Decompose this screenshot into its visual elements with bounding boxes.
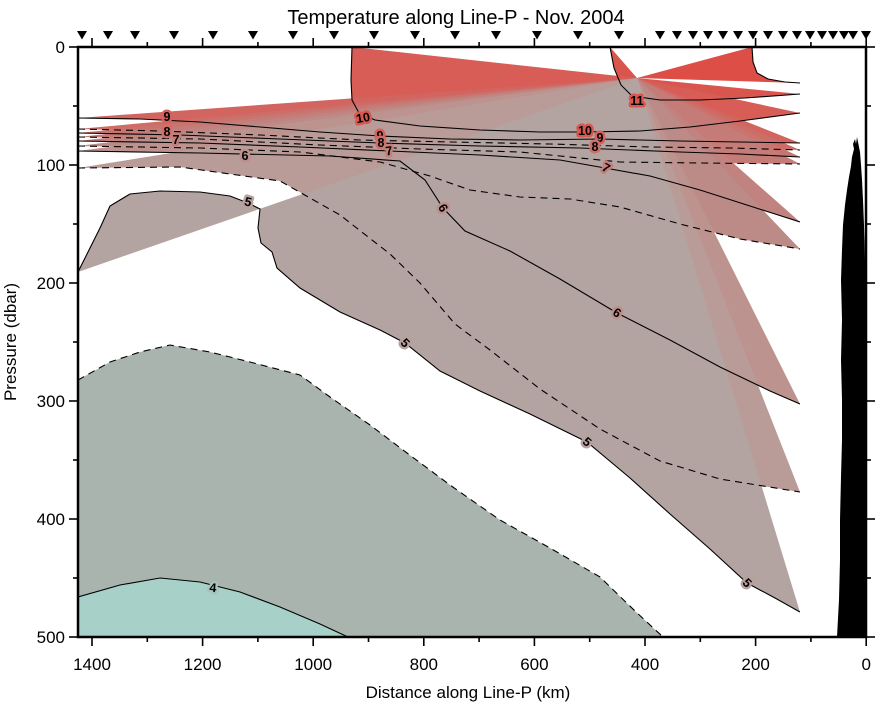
x-tick-label: 200	[741, 655, 769, 674]
contour-label-9: 9	[597, 131, 604, 145]
contour-line-11-solid	[609, 47, 800, 101]
y-tick-label: 0	[56, 38, 65, 57]
station-triangle-icon	[817, 31, 827, 40]
contour-label-6: 6	[242, 149, 249, 163]
contour-line-11.5-solid	[751, 47, 800, 84]
y-tick-label: 500	[37, 628, 65, 647]
contour-line-4-solid	[78, 577, 349, 637]
x-tick-label: 800	[410, 655, 438, 674]
contour-line-10-solid	[350, 47, 800, 133]
station-triangle-icon	[369, 31, 379, 40]
station-triangle-icon	[208, 31, 218, 40]
station-triangle-icon	[792, 31, 802, 40]
station-triangle-icon	[763, 31, 773, 40]
station-triangle-icon	[655, 31, 665, 40]
station-triangle-icon	[748, 31, 758, 40]
station-triangle-icon	[450, 31, 460, 40]
station-triangle-icon	[77, 31, 87, 40]
contour-label-8: 8	[378, 136, 385, 150]
x-tick-label: 1000	[294, 655, 332, 674]
bathymetry-polygon	[837, 137, 866, 637]
contour-label-11: 11	[630, 94, 643, 108]
station-triangle-icon	[288, 31, 298, 40]
axis-tick-labels: 1400 1200 1000 800 600 400 200 0 0 100 200 300 400 50…	[37, 38, 871, 674]
station-triangle-icon	[805, 31, 815, 40]
contour-label-9: 9	[164, 110, 171, 124]
contour-line-7-solid	[78, 140, 800, 223]
contour-line-4.5-dashed	[78, 344, 664, 637]
station-triangle-icon	[718, 31, 728, 40]
station-triangle-icon	[614, 31, 624, 40]
station-triangle-icon	[733, 31, 743, 40]
y-tick-label: 400	[37, 510, 65, 529]
station-triangle-icon	[248, 31, 258, 40]
station-triangle-icon	[861, 31, 871, 40]
band-below-4.5	[78, 345, 663, 637]
y-tick-label: 300	[37, 392, 65, 411]
y-tick-label: 100	[37, 156, 65, 175]
contour-line-5.5-dashed	[78, 166, 800, 493]
contour-label-10: 10	[355, 110, 371, 126]
band-below-5	[78, 78, 800, 612]
contour-line-6-solid	[78, 150, 800, 405]
chart-title: Temperature along Line-P - Nov. 2004	[287, 7, 624, 29]
station-triangle-icon	[688, 31, 698, 40]
axis-ticks	[69, 38, 875, 646]
station-triangle-icon	[848, 31, 858, 40]
contour-line-9-solid	[78, 117, 800, 144]
contour-line-8-solid	[78, 132, 800, 158]
station-triangle-icon	[778, 31, 788, 40]
contour-lines	[78, 47, 800, 637]
band-below-4	[78, 578, 348, 637]
station-markers	[77, 31, 871, 40]
x-tick-label: 400	[631, 655, 659, 674]
contour-line-6.5-dashed	[78, 145, 800, 250]
station-triangle-icon	[703, 31, 713, 40]
contour-line-8.5-dashed	[78, 128, 800, 151]
station-triangle-icon	[410, 31, 420, 40]
station-triangle-icon	[130, 31, 140, 40]
contour-label-10: 10	[578, 124, 592, 138]
contour-label-9: 9	[377, 129, 384, 143]
station-triangle-icon	[532, 31, 542, 40]
contour-label-8: 8	[164, 125, 171, 139]
station-triangle-icon	[169, 31, 179, 40]
station-triangle-icon	[103, 31, 113, 40]
contour-label-4: 4	[209, 581, 217, 596]
station-triangle-icon	[573, 31, 583, 40]
contour-fills	[78, 47, 800, 637]
station-triangle-icon	[839, 31, 849, 40]
contour-line-5-solid	[78, 190, 800, 613]
band-below-11.5	[637, 47, 800, 83]
x-tick-label: 1200	[184, 655, 222, 674]
station-triangle-icon	[329, 31, 339, 40]
y-axis-title: Pressure (dbar)	[1, 283, 20, 401]
x-axis-title: Distance along Line-P (km)	[366, 683, 571, 702]
x-tick-label: 1400	[73, 655, 111, 674]
station-triangle-icon	[828, 31, 838, 40]
bathymetry-silhouette	[837, 137, 866, 637]
x-tick-label: 600	[520, 655, 548, 674]
x-tick-label: 0	[861, 655, 870, 674]
station-triangle-icon	[672, 31, 682, 40]
contour-label-7: 7	[173, 133, 180, 147]
y-tick-label: 200	[37, 274, 65, 293]
station-triangle-icon	[491, 31, 501, 40]
contour-label-8: 8	[592, 140, 599, 154]
